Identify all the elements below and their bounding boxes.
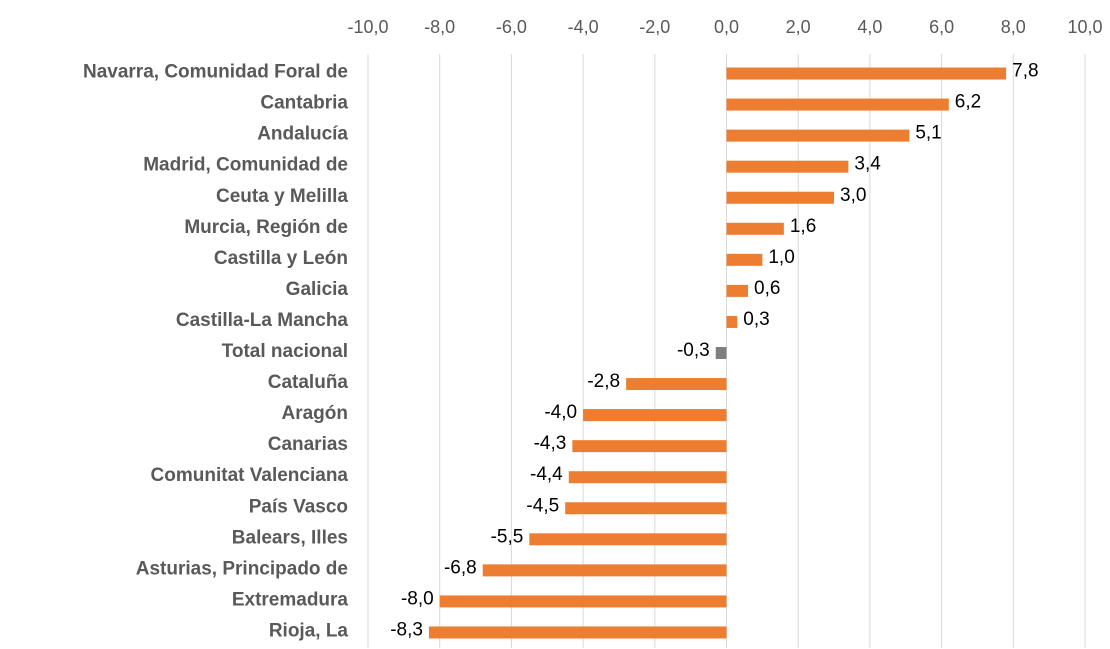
y-tick-label: Madrid, Comunidad de (143, 155, 348, 176)
x-tick-label: -8,0 (424, 17, 455, 37)
bar (715, 347, 727, 359)
y-tick-label: Cataluña (268, 372, 349, 393)
data-label: -6,8 (444, 557, 477, 578)
bar (726, 129, 910, 142)
data-label: -4,0 (544, 402, 577, 423)
data-label: -8,0 (401, 588, 434, 609)
data-label: -8,3 (390, 619, 423, 640)
y-tick-label: Canarias (268, 434, 348, 455)
bar (568, 471, 727, 484)
bar (726, 67, 1007, 80)
x-tick-label: 6,0 (929, 17, 954, 37)
bar (726, 160, 849, 173)
bar (529, 533, 727, 546)
bar (439, 595, 727, 608)
bar (726, 98, 949, 111)
y-tick-label: Navarra, Comunidad Foral de (83, 62, 348, 83)
data-label: -4,4 (530, 464, 563, 485)
y-tick-label: País Vasco (249, 496, 348, 517)
data-label: -2,8 (587, 371, 620, 392)
bar (572, 440, 727, 453)
y-tick-label: Galicia (286, 279, 349, 300)
bar (565, 502, 727, 515)
data-label: 0,6 (754, 278, 780, 299)
data-label: 0,3 (743, 309, 769, 330)
x-tick-label: 10,0 (1067, 17, 1102, 37)
y-tick-label: Aragón (282, 403, 349, 424)
x-tick-label: 4,0 (857, 17, 882, 37)
data-label: -5,5 (491, 526, 524, 547)
bar (583, 409, 727, 422)
y-tick-label: Castilla y León (214, 248, 348, 269)
bar (428, 626, 727, 639)
data-label: 1,6 (790, 216, 816, 237)
x-tick-label: -6,0 (496, 17, 527, 37)
x-tick-label: 0,0 (714, 17, 739, 37)
y-tick-label: Balears, Illes (232, 527, 348, 548)
y-tick-label: Comunitat Valenciana (151, 465, 349, 486)
y-tick-label: Rioja, La (269, 620, 349, 641)
data-label: -0,3 (677, 340, 710, 361)
bar (726, 222, 784, 235)
bar (626, 378, 727, 391)
data-label: 7,8 (1012, 61, 1038, 82)
bar (726, 284, 749, 297)
bar (726, 253, 763, 266)
x-tick-label: 8,0 (1001, 17, 1026, 37)
data-label: 3,4 (854, 154, 881, 175)
x-tick-label: -4,0 (568, 17, 599, 37)
data-label: -4,5 (526, 495, 559, 516)
y-tick-label: Ceuta y Melilla (216, 186, 348, 207)
bar (726, 315, 738, 328)
y-tick-label: Andalucía (257, 124, 348, 145)
y-tick-label: Murcia, Región de (184, 217, 348, 238)
data-label: 1,0 (768, 247, 794, 268)
x-tick-label: -10,0 (347, 17, 388, 37)
y-tick-label: Castilla-La Mancha (176, 310, 349, 331)
x-tick-label: -2,0 (639, 17, 670, 37)
data-label: -4,3 (534, 433, 567, 454)
y-tick-label: Asturias, Principado de (136, 558, 348, 579)
y-tick-label: Total nacional (222, 341, 348, 362)
y-tick-label: Cantabria (260, 93, 348, 114)
data-label: 5,1 (915, 123, 941, 144)
bar (482, 564, 727, 577)
data-label: 3,0 (840, 185, 866, 206)
y-tick-label: Extremadura (232, 589, 349, 610)
data-label: 6,2 (955, 92, 981, 113)
x-tick-label: 2,0 (786, 17, 811, 37)
bar (726, 191, 835, 204)
